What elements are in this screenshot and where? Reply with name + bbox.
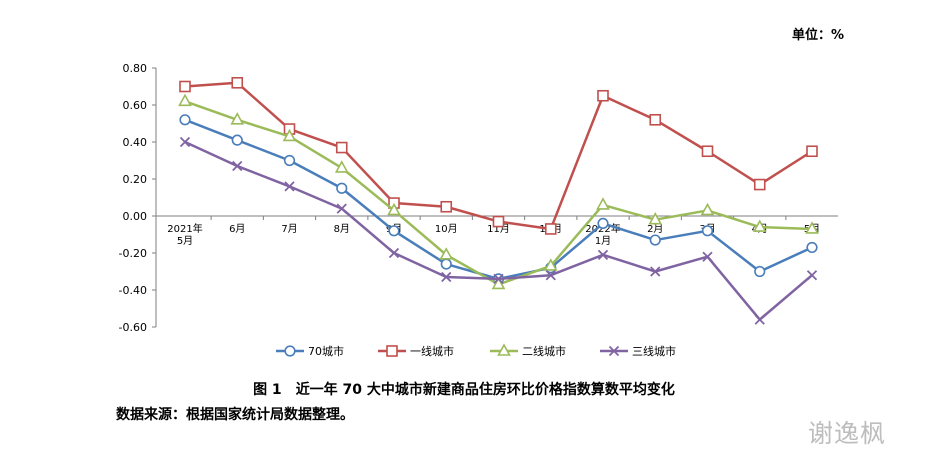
data-point-series-2 <box>335 141 348 154</box>
data-point-series-1 <box>754 265 766 278</box>
data-point-series-2 <box>179 80 191 93</box>
y-tick-label: 0.80 <box>123 62 148 75</box>
data-point-series-3 <box>334 160 349 173</box>
data-point-series-4 <box>388 247 400 259</box>
data-point-series-4 <box>284 181 295 192</box>
data-point-series-1 <box>231 134 243 146</box>
data-point-series-2 <box>597 89 609 102</box>
data-point-series-3 <box>700 202 715 216</box>
data-point-series-4 <box>232 160 243 172</box>
y-tick-label: -0.60 <box>119 321 147 334</box>
y-tick-label: 0.40 <box>123 136 148 149</box>
data-point-series-3 <box>230 112 245 125</box>
data-point-series-1 <box>283 154 296 167</box>
data-point-series-2 <box>440 200 453 213</box>
data-point-series-2 <box>492 215 505 228</box>
legend-marker-4 <box>608 345 620 357</box>
data-point-series-4 <box>441 271 452 283</box>
data-point-series-1 <box>440 258 452 270</box>
data-point-series-1 <box>806 241 818 254</box>
series-line-1 <box>184 118 813 281</box>
source-note: 数据来源：根据国家统计局数据整理。 <box>116 407 354 423</box>
data-point-series-3 <box>178 93 192 107</box>
data-point-series-4 <box>806 270 818 281</box>
data-point-series-4 <box>179 136 191 148</box>
y-tick-label: 0.20 <box>123 173 148 186</box>
data-point-series-4 <box>754 314 765 325</box>
data-point-series-1 <box>597 217 609 229</box>
figure-title: 近一年 70 大中城市新建商品住房环比价格指数算数平均变化 <box>295 382 675 398</box>
watermark: 谢逸枫 <box>808 419 887 448</box>
x-tick-label: 2021年 5月 <box>167 222 202 247</box>
x-tick-label: 2月 <box>647 223 663 235</box>
price-index-line-chart: 0.80 0.60 0.40 0.20 0.00 -0.20 -0.40 -0.60 2021年… <box>119 62 838 358</box>
y-tick-label: 0.00 <box>123 210 148 223</box>
figure-caption: 图 1 近一年 70 大中城市新建商品住房环比价格指数算数平均变化 <box>0 379 942 399</box>
data-point-series-1 <box>179 114 191 126</box>
legend-marker-3 <box>497 343 511 356</box>
data-point-series-3 <box>543 258 558 271</box>
data-point-series-2 <box>806 145 818 158</box>
legend-label-1: 70城市 <box>308 344 344 358</box>
legend-marker-1 <box>284 345 296 357</box>
y-tick-label: -0.40 <box>119 284 147 297</box>
data-point-series-3 <box>439 247 454 260</box>
legend-marker-2 <box>386 345 398 357</box>
data-point-series-3 <box>752 219 767 232</box>
data-point-series-4 <box>336 203 347 214</box>
data-point-series-3 <box>596 197 610 210</box>
data-point-series-2 <box>701 145 714 158</box>
data-point-series-1 <box>701 225 714 237</box>
data-point-series-4 <box>650 266 661 277</box>
x-tick-label: 6月 <box>229 223 245 235</box>
data-point-series-2 <box>649 114 662 126</box>
x-tick-label: 8月 <box>334 223 350 235</box>
data-point-series-1 <box>649 234 661 246</box>
y-tick-label: -0.20 <box>119 247 147 260</box>
legend-label-3: 二线城市 <box>522 344 566 358</box>
data-point-series-3 <box>491 276 506 290</box>
data-point-series-3 <box>805 221 819 234</box>
legend-label-2: 一线城市 <box>410 344 454 358</box>
unit-label: 单位：% <box>792 28 845 43</box>
data-point-series-3 <box>387 202 401 216</box>
data-point-series-2 <box>231 77 244 89</box>
data-point-series-4 <box>545 270 556 281</box>
legend-label-4: 三线城市 <box>632 344 676 358</box>
x-tick-label: 10月 <box>435 223 458 235</box>
data-point-series-1 <box>336 182 348 194</box>
figure-number: 图 1 <box>253 382 282 398</box>
data-point-series-3 <box>282 128 297 142</box>
x-tick-label: 7月 <box>281 223 297 235</box>
data-point-series-2 <box>544 223 557 235</box>
y-tick-label: 0.60 <box>123 99 148 112</box>
data-point-series-1 <box>388 225 400 237</box>
data-point-series-4 <box>702 251 713 262</box>
series-line-3 <box>184 100 813 286</box>
data-point-series-4 <box>597 249 609 260</box>
data-point-series-2 <box>753 178 766 191</box>
data-point-series-4 <box>493 273 504 285</box>
data-point-series-3 <box>648 212 663 225</box>
